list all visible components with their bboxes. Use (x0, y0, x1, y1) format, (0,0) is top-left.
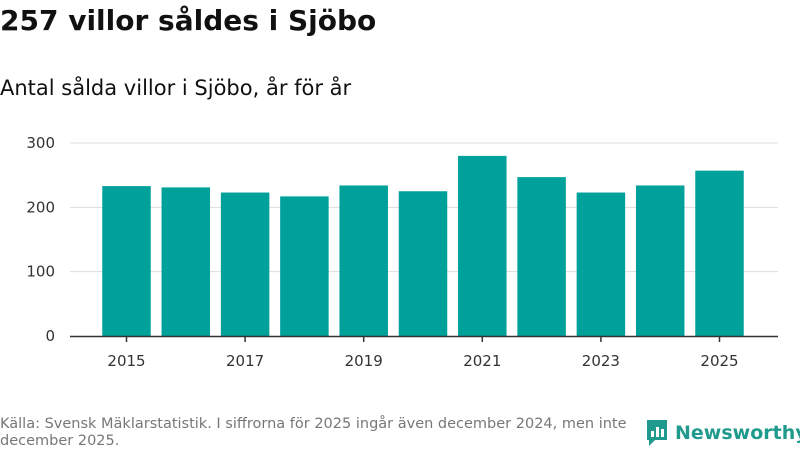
newsworthy-logo-icon (647, 420, 667, 446)
x-tick-label: 2015 (107, 352, 145, 370)
y-tick-label: 300 (26, 134, 55, 152)
x-tick-label: 2023 (582, 352, 620, 370)
bar-2025 (695, 170, 744, 336)
bar-2019 (339, 185, 388, 336)
chart-subtitle: Antal sålda villor i Sjöbo, år för år (0, 76, 352, 100)
bar-2015 (102, 186, 151, 336)
chart-title: 257 villor såldes i Sjöbo (0, 4, 377, 37)
brand-logo: Newsworthy (645, 418, 800, 448)
x-tick-label: 2021 (463, 352, 501, 370)
bar-2017 (220, 192, 270, 336)
x-axis-ticks: 2015 2017 2019 2021 2023 2025 (107, 336, 739, 370)
x-tick-label: 2019 (345, 352, 383, 370)
bar-2016 (161, 187, 211, 336)
bar-2022 (517, 177, 566, 336)
bar-2018 (280, 196, 329, 336)
bars (102, 155, 744, 336)
y-tick-label: 100 (26, 263, 55, 281)
source-note: Källa: Svensk Mäklarstatistik. I siffror… (0, 416, 627, 449)
brand-name: Newsworthy (675, 422, 800, 444)
bar-chart: 0 100 200 300 2015 2017 2019 2021 2023 2025 (26, 134, 778, 370)
bar-2020 (398, 191, 448, 336)
x-tick-label: 2017 (226, 352, 264, 370)
y-tick-label: 200 (26, 198, 55, 216)
y-axis-ticks: 0 100 200 300 (26, 134, 55, 345)
bar-2021 (458, 155, 507, 336)
bar-2024 (635, 185, 685, 336)
bar-2023 (576, 192, 626, 336)
x-tick-label: 2025 (700, 352, 738, 370)
y-tick-label: 0 (45, 327, 55, 345)
